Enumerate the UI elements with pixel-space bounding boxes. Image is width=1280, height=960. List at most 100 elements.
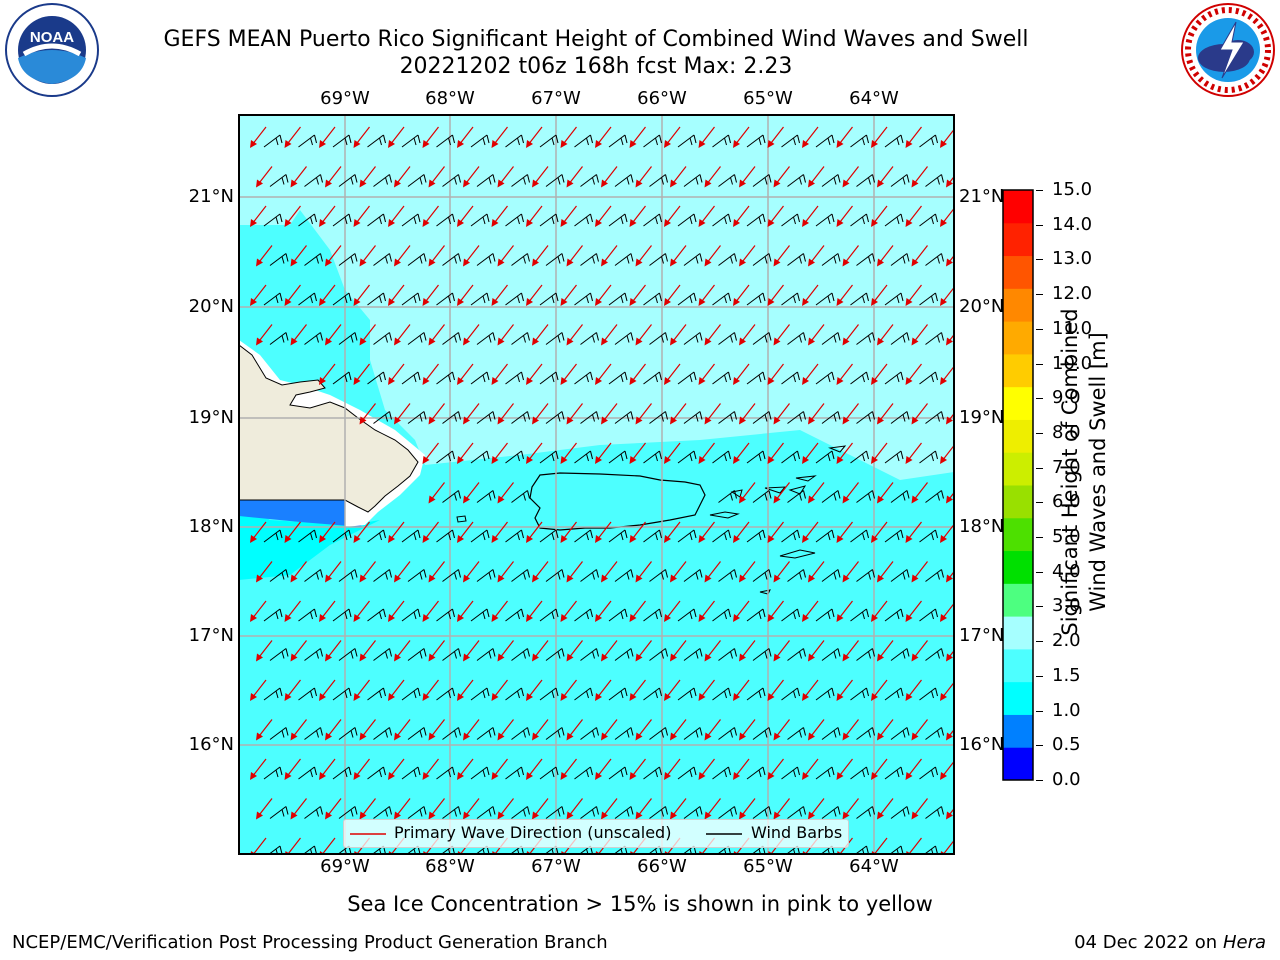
wave-arrow xyxy=(566,561,583,583)
wave-arrow xyxy=(497,166,514,188)
wave-arrow xyxy=(911,798,928,820)
wave-arrow xyxy=(698,600,715,622)
wind-barb xyxy=(436,450,455,464)
wind-barb xyxy=(304,806,323,819)
lon-label-top: 65°W xyxy=(743,88,793,109)
wave-arrow xyxy=(526,442,543,464)
wind-barb xyxy=(884,134,904,148)
wind-barb xyxy=(960,807,978,819)
wind-barbs-layer xyxy=(263,134,978,854)
wind-barb xyxy=(511,648,530,661)
wind-barb xyxy=(269,253,289,266)
wind-barb xyxy=(746,608,766,622)
lon-label-bottom: 69°W xyxy=(320,856,370,877)
wind-barb xyxy=(919,608,938,622)
wind-barb xyxy=(442,490,461,503)
wave-arrow xyxy=(635,166,652,188)
wind-barb xyxy=(683,332,703,345)
wind-barb xyxy=(401,687,421,701)
wave-arrow xyxy=(388,205,405,227)
wind-barb xyxy=(781,134,800,148)
colorbar-tick-mark xyxy=(1036,467,1043,469)
wave-arrow xyxy=(911,719,928,741)
wind-barb xyxy=(643,213,662,227)
wind-barb xyxy=(470,529,490,543)
wind-barb xyxy=(752,569,772,582)
wave-arrow xyxy=(422,126,439,148)
wave-arrow xyxy=(497,482,514,504)
colorbar-segment xyxy=(1003,616,1033,650)
wind-barb xyxy=(574,371,593,385)
wave-arrow xyxy=(698,521,715,543)
wave-arrow xyxy=(911,482,928,504)
colorbar-segment xyxy=(1003,648,1033,683)
wind-barb xyxy=(746,134,766,148)
wave-arrow xyxy=(773,166,790,188)
wind-barb xyxy=(338,648,358,661)
wind-barb xyxy=(884,213,904,227)
wave-arrow xyxy=(428,561,445,583)
wave-height-1-1.5m-region xyxy=(239,500,380,580)
wave-arrow xyxy=(635,640,652,662)
wave-arrow xyxy=(629,363,646,385)
wave-arrow xyxy=(290,561,307,583)
wind-barb xyxy=(781,292,800,306)
wave-arrow xyxy=(802,363,819,385)
wind-barb xyxy=(712,529,731,543)
wind-barb xyxy=(856,174,875,187)
wind-barb xyxy=(787,332,806,345)
wave-arrow xyxy=(773,324,790,346)
wind-barb xyxy=(505,450,524,464)
wave-arrow xyxy=(664,284,681,306)
wave-arrow xyxy=(422,284,439,306)
wave-arrow xyxy=(733,679,750,701)
wave-arrow xyxy=(394,719,411,741)
wave-arrow xyxy=(733,758,750,780)
wave-arrow xyxy=(491,758,508,780)
wind-barb xyxy=(884,292,904,306)
wave-arrow xyxy=(836,442,853,464)
wave-arrow xyxy=(428,719,445,741)
wave-arrow xyxy=(325,719,342,741)
wind-barb xyxy=(436,529,455,543)
wind-barb xyxy=(850,371,869,385)
machine-name: Hera xyxy=(1222,932,1266,953)
wave-arrow xyxy=(905,126,922,148)
wind-barb xyxy=(677,608,697,622)
wave-arrow xyxy=(871,600,888,622)
colorbar-tick-mark xyxy=(1036,363,1043,365)
wave-arrow xyxy=(635,245,652,267)
wave-arrow xyxy=(463,640,480,662)
wind-barb xyxy=(677,766,697,780)
wave-arrow xyxy=(946,570,954,583)
wind-barb xyxy=(718,490,737,503)
wave-arrow xyxy=(388,521,405,543)
colorbar-tick-label: 14.0 xyxy=(1052,213,1093,235)
wave-arrow xyxy=(601,245,618,267)
wave-arrow xyxy=(871,679,888,701)
wave-arrow xyxy=(319,126,336,148)
wave-arrow xyxy=(698,363,715,385)
wind-barb xyxy=(815,687,835,701)
wave-arrow xyxy=(595,363,612,385)
colorbar-tick-label: 3.0 xyxy=(1052,595,1081,617)
wave-arrow xyxy=(256,324,273,346)
wind-barb xyxy=(856,727,875,740)
wind-barb xyxy=(263,529,283,543)
wave-arrow xyxy=(491,284,508,306)
wind-barb xyxy=(925,174,944,187)
wind-barb xyxy=(298,687,317,701)
wave-arrow xyxy=(359,324,376,346)
colorbar-segment xyxy=(1003,583,1033,617)
wind-barb xyxy=(850,450,869,464)
wind-barb xyxy=(505,687,524,701)
lat-label-right: 18°N xyxy=(959,516,1005,537)
wind-barb xyxy=(856,648,875,661)
wave-arrow xyxy=(457,284,474,306)
wave-arrow xyxy=(773,640,790,662)
wind-barb xyxy=(401,292,421,306)
wind-barb xyxy=(511,174,530,187)
wave-arrow xyxy=(491,679,508,701)
wind-barb xyxy=(884,766,904,780)
wave-arrow xyxy=(566,798,583,820)
